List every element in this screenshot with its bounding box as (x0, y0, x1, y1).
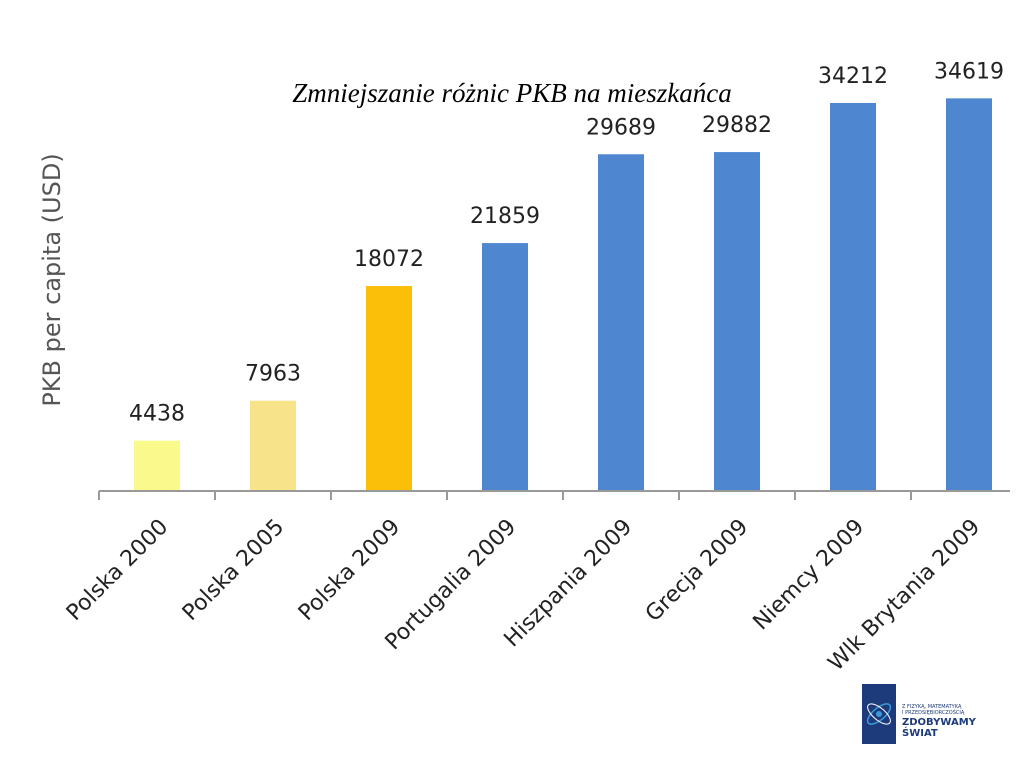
bar-value-label: 4438 (129, 402, 185, 427)
bar-value-label: 29689 (586, 115, 656, 140)
logo-text-line1: Z FIZYKĄ, MATEMATYKĄ (902, 704, 962, 710)
category-label: Niemcy 2009 (749, 515, 870, 636)
bar-value-label: 34619 (934, 59, 1004, 84)
logo-text-line2: I PRZEDSIĘBIORCZOŚCIĄ (902, 709, 965, 716)
chart-title: Zmniejszanie różnic PKB na mieszkańca (292, 78, 732, 108)
bar (946, 98, 992, 491)
bar-value-label: 18072 (354, 247, 424, 272)
logo-text-line4: ŚWIAT (902, 726, 938, 739)
category-labels-layer: Polska 2000 Polska 2005 Polska 2009Portuga… (62, 515, 985, 676)
logo-text-line3: ZDOBYWAMY (902, 717, 977, 728)
zdobywamy-swiat-logo: Z FIZYKĄ, MATEMATYKĄ I PRZEDSIĘBIORCZOŚC… (862, 684, 992, 744)
value-labels-layer: 4438 7963 18072 21859 29689 29882 34212 34619 (129, 59, 1004, 426)
category-label: Polska 2000 (62, 515, 173, 626)
bar (134, 440, 180, 491)
bar-value-label: 34212 (818, 64, 888, 89)
x-axis-ticks (98, 491, 912, 500)
bar (482, 243, 528, 491)
bars-layer (134, 98, 992, 492)
bar-value-label: 29882 (702, 113, 772, 138)
y-axis-label: PKB per capita (USD) (38, 153, 66, 406)
bar (714, 152, 760, 492)
bar (830, 102, 876, 491)
category-label: Polska 2009 (294, 515, 405, 626)
bar (366, 286, 412, 491)
category-label: Hiszpania 2009 (500, 515, 638, 653)
category-label: Polska 2005 (178, 515, 289, 626)
bar-value-label: 7963 (245, 362, 301, 387)
bar-value-label: 21859 (470, 204, 540, 229)
category-label: Grecja 2009 (641, 515, 753, 627)
bar (598, 154, 644, 492)
bar (250, 400, 296, 491)
